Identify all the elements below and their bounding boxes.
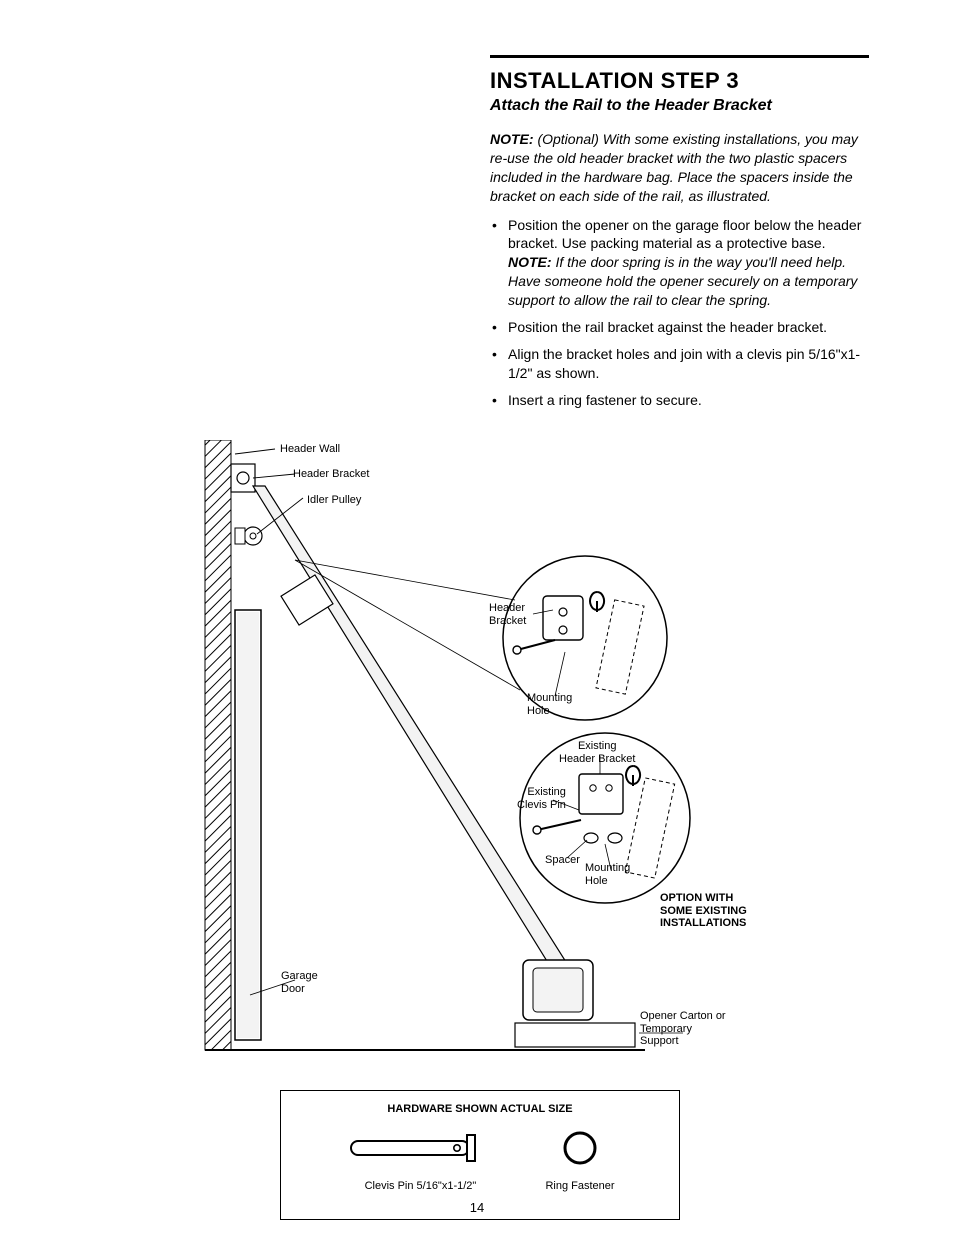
text-column: INSTALLATION STEP 3 Attach the Rail to t… (490, 68, 869, 418)
label-mounting-hole-1: Mounting Hole (527, 692, 572, 717)
section-rule (490, 55, 869, 58)
ring-fastener-icon (556, 1129, 604, 1167)
page-number: 14 (0, 1200, 954, 1215)
label-header-wall: Header Wall (280, 443, 340, 456)
diagram-svg (85, 440, 775, 1060)
ring-fastener-item: Ring Fastener (545, 1129, 614, 1192)
page: INSTALLATION STEP 3 Attach the Rail to t… (0, 0, 954, 1235)
bullet-text: Position the rail bracket against the he… (508, 319, 827, 335)
bullet-text: Insert a ring fastener to secure. (508, 392, 702, 408)
bullet-text: Position the opener on the garage floor … (508, 217, 861, 252)
label-existing-hb: Existing Header Bracket (559, 740, 635, 765)
note-paragraph: NOTE: (Optional) With some existing inst… (490, 130, 869, 206)
bullet-item: Position the opener on the garage floor … (490, 216, 869, 310)
clevis-pin-icon (345, 1129, 495, 1167)
clevis-pin-item: Clevis Pin 5/16"x1-1/2" (345, 1129, 495, 1192)
inline-note-body: If the door spring is in the way you'll … (508, 254, 857, 308)
opener-icon (515, 960, 635, 1047)
bullet-item: Position the rail bracket against the he… (490, 318, 869, 337)
label-existing-clevis: Existing Clevis Pin (517, 786, 566, 811)
installation-diagram: Header Wall Header Bracket Idler Pulley … (85, 440, 775, 1060)
label-mounting-hole-2: Mounting Hole (585, 862, 630, 887)
label-hb-detail: Header Bracket (489, 602, 526, 627)
header-bracket-icon (231, 464, 255, 492)
clevis-pin-label: Clevis Pin 5/16"x1-1/2" (345, 1180, 495, 1192)
hardware-items: Clevis Pin 5/16"x1-1/2" Ring Fastener (281, 1129, 679, 1192)
garage-door-icon (235, 610, 261, 1040)
inline-note-label: NOTE: (508, 254, 552, 270)
section-heading: INSTALLATION STEP 3 (490, 68, 869, 94)
label-option-caption: OPTION WITH SOME EXISTING INSTALLATIONS (660, 892, 747, 930)
bullet-item: Align the bracket holes and join with a … (490, 345, 869, 383)
label-spacer: Spacer (545, 854, 580, 867)
rail-icon (253, 486, 585, 1000)
hardware-title: HARDWARE SHOWN ACTUAL SIZE (281, 1103, 679, 1115)
ring-fastener-label: Ring Fastener (545, 1180, 614, 1192)
bullet-list: Position the opener on the garage floor … (490, 216, 869, 410)
section-subheading: Attach the Rail to the Header Bracket (490, 96, 869, 116)
label-idler-pulley: Idler Pulley (307, 494, 361, 507)
label-garage-door: Garage Door (281, 970, 318, 995)
label-support: Opener Carton or Temporary Support (640, 1010, 726, 1048)
label-header-bracket: Header Bracket (293, 468, 369, 481)
bullet-item: Insert a ring fastener to secure. (490, 391, 869, 410)
idler-pulley-icon (235, 527, 262, 545)
note-body: (Optional) With some existing installati… (490, 131, 858, 204)
note-label: NOTE: (490, 131, 534, 147)
bullet-text: Align the bracket holes and join with a … (508, 346, 860, 381)
